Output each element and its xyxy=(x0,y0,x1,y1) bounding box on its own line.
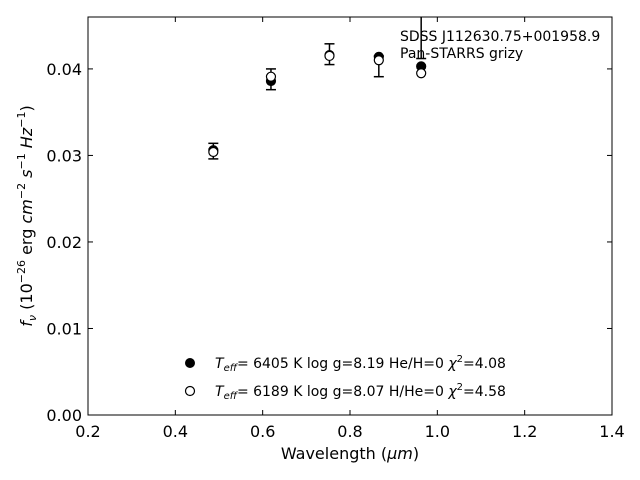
marker-open xyxy=(416,68,427,79)
y-tick-label: 0.02 xyxy=(46,233,82,252)
survey-annotation: Pan-STARRS grizy xyxy=(400,46,523,62)
x-axis-label: Wavelength (μm) xyxy=(281,444,419,463)
plot-area xyxy=(87,16,613,416)
x-tick-label: 0.8 xyxy=(337,422,362,441)
legend-label-open: Teff= 6189 K log g=8.07 H/He=0 χ2=4.58 xyxy=(215,382,506,402)
marker-open xyxy=(208,146,219,158)
model-markers xyxy=(208,49,427,158)
marker-open xyxy=(324,50,335,62)
x-tick-label: 1.2 xyxy=(512,422,537,441)
y-tick-label: 0.01 xyxy=(46,319,82,338)
x-tick-label: 0.2 xyxy=(75,422,100,441)
marker-open xyxy=(265,71,277,82)
object-name-annotation: SDSS J112630.75+001958.9 xyxy=(400,29,600,45)
error-bar xyxy=(416,17,427,60)
legend: Teff= 6405 K log g=8.19 He/H=0 χ2=4.08 T… xyxy=(184,354,506,402)
x-tick-label: 0.4 xyxy=(163,422,188,441)
y-axis-label: fν (10−26 erg cm−2 s−1 Hz−1) xyxy=(15,105,39,326)
x-tick-label: 1.4 xyxy=(599,422,624,441)
x-tick-label: 0.6 xyxy=(250,422,275,441)
y-tick-label: 0.03 xyxy=(46,146,82,165)
legend-label-filled: Teff= 6405 K log g=8.19 He/H=0 χ2=4.08 xyxy=(215,354,506,374)
y-tick-label: 0.04 xyxy=(46,60,82,79)
legend-marker-open xyxy=(184,385,196,397)
legend-marker-filled xyxy=(185,358,195,368)
axis-ticks: 0.2 0.4 0.6 0.8 1.0 1.2 1.4 0.00 0.01 0.02 0.03 0.0… xyxy=(46,17,625,441)
x-tick-label: 1.0 xyxy=(425,422,450,441)
y-tick-label: 0.00 xyxy=(46,406,82,425)
marker-open xyxy=(373,55,384,66)
